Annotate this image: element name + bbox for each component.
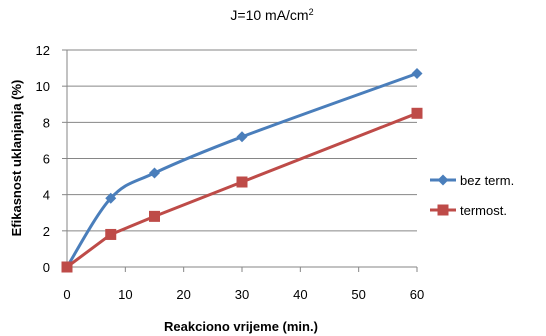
x-tick-label: 0 [63, 287, 70, 302]
y-tick-label: 2 [43, 224, 50, 239]
gridlines [67, 49, 417, 232]
data-point-series-1 [149, 167, 160, 179]
x-axis-label: Reakciono vrijeme (min.) [164, 319, 318, 334]
chart-title: J=10 mA/cm2 [230, 7, 313, 23]
y-tick-label: 10 [36, 79, 50, 94]
legend-marker-2 [437, 204, 449, 216]
chart-title-main: J=10 mA/cm [230, 7, 308, 23]
legend-label-1: bez term. [460, 173, 514, 188]
x-tick-label: 40 [293, 287, 307, 302]
y-tick-labels: 0 2 4 6 8 10 12 [36, 43, 50, 275]
x-tick-label: 60 [410, 287, 424, 302]
data-point-series-1 [411, 68, 423, 80]
x-tick-label: 10 [118, 287, 132, 302]
data-point-series-1 [105, 192, 117, 204]
series-line-1 [65, 72, 418, 268]
legend: bez term. termost. [430, 173, 514, 218]
data-point-series-2 [411, 107, 423, 119]
y-tick-label: 4 [43, 188, 50, 203]
data-point-series-2 [149, 210, 160, 222]
x-tick-label: 30 [235, 287, 249, 302]
data-point-series-2 [105, 228, 117, 240]
y-axis-label: Efikasnost uklanjanja (%) [9, 80, 24, 237]
legend-label-2: termost. [460, 203, 507, 218]
chart-title-superscript: 2 [309, 7, 314, 17]
y-tick-label: 12 [36, 43, 50, 58]
series-group [61, 68, 423, 273]
data-point-series-2 [61, 261, 73, 273]
x-tick-label: 50 [351, 287, 365, 302]
y-tick-label: 0 [43, 260, 50, 275]
data-point-series-2 [236, 176, 248, 188]
y-tick-label: 8 [43, 115, 50, 130]
x-tick-label: 20 [176, 287, 190, 302]
y-tick-label: 6 [43, 152, 50, 167]
legend-marker-1 [437, 174, 449, 186]
x-tick-labels: 0 10 20 30 40 50 60 [63, 287, 424, 302]
data-point-series-1 [236, 131, 248, 143]
